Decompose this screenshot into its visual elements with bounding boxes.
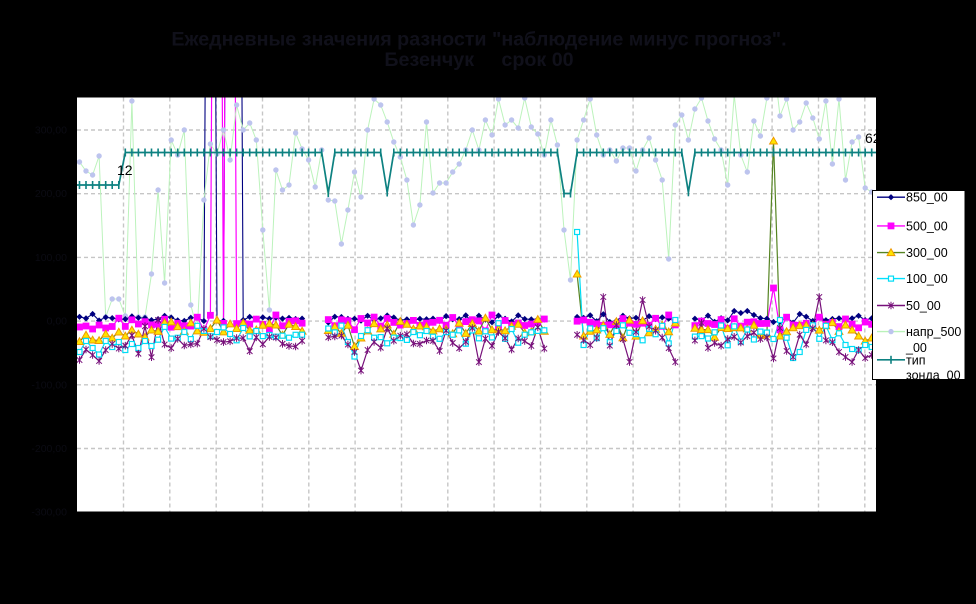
svg-text:0,00: 0,00 <box>47 316 68 328</box>
svg-text:Ежедневные значения разности ": Ежедневные значения разности "наблюдение… <box>171 29 786 51</box>
svg-text:12: 12 <box>117 162 133 178</box>
svg-text:Безенчук срок 00: Безенчук срок 00 <box>384 49 573 71</box>
svg-text:850_00: 850_00 <box>906 191 948 205</box>
svg-text:напр_500: напр_500 <box>906 325 961 339</box>
svg-text:100,00: 100,00 <box>35 252 67 264</box>
svg-text:200,00: 200,00 <box>35 188 67 200</box>
svg-text:500_00: 500_00 <box>906 219 948 233</box>
svg-text:300,00: 300,00 <box>35 125 67 137</box>
svg-text:100_00: 100_00 <box>906 272 948 286</box>
svg-text:зонда_00: зонда_00 <box>906 368 961 382</box>
svg-text:62: 62 <box>865 130 881 146</box>
svg-text:50_00: 50_00 <box>906 299 941 313</box>
svg-text:-200,00: -200,00 <box>31 443 67 455</box>
svg-text:300_00: 300_00 <box>906 246 948 260</box>
svg-text:_00: _00 <box>905 341 927 355</box>
svg-text:тип: тип <box>906 353 925 367</box>
svg-text:-300,00: -300,00 <box>31 507 67 519</box>
svg-text:-100,00: -100,00 <box>31 379 67 391</box>
